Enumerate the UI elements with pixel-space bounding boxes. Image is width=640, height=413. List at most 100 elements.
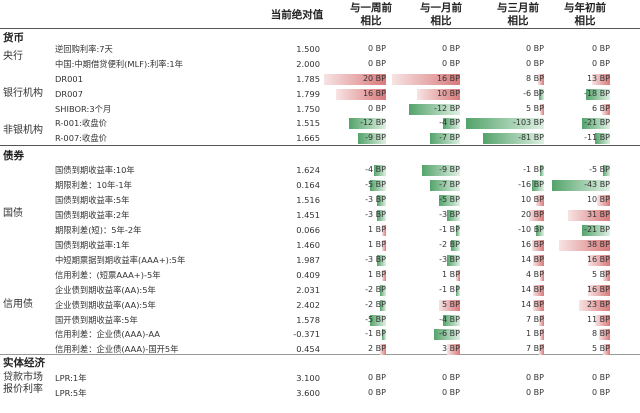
change-bar	[483, 133, 544, 144]
change-cell-month: 10 BP	[390, 88, 462, 101]
row-label: 国债到期收益率:5年	[55, 195, 130, 205]
change-cell-week: 20 BP	[322, 73, 388, 86]
change-value: 0 BP	[592, 44, 610, 53]
change-bar	[382, 270, 386, 281]
change-bar	[586, 89, 610, 100]
row-label: R-001:收盘价	[55, 118, 107, 128]
change-cell-week: -4 BP	[322, 164, 388, 177]
table-row: SHIBOR:3个月 1.750 0 BP -12 BP 5 BP 6 BP	[0, 102, 640, 117]
change-bar	[582, 225, 610, 236]
change-cell-quarter: -81 BP	[464, 132, 546, 145]
change-bar	[380, 285, 386, 296]
change-value: 7 BP	[526, 344, 544, 353]
change-value: 0 BP	[368, 388, 386, 397]
change-cell-month: -7 BP	[390, 132, 462, 145]
change-cell-week: -5 BP	[322, 179, 388, 192]
header-current: 当前绝对值	[270, 9, 324, 21]
change-cell-ytd: -5 BP	[550, 164, 612, 177]
change-value: 14 BP	[520, 300, 544, 309]
row-label: 信用利差：(短票AAA+)-5年	[55, 270, 161, 280]
change-bar	[595, 315, 610, 326]
change-value: 0 BP	[442, 59, 460, 68]
change-bar	[382, 329, 386, 340]
table-row: 中国:中期借贷便利(MLF):利率:1年 2.000 0 BP 0 BP 0 BP 0 B…	[0, 57, 640, 72]
change-value: -7 BP	[439, 133, 460, 142]
change-cell-quarter: 20 BP	[464, 209, 546, 222]
change-cell-month: 0 BP	[390, 43, 462, 56]
change-bar	[439, 300, 460, 311]
change-bar	[392, 74, 460, 85]
change-value: -4 BP	[439, 118, 460, 127]
change-bar	[540, 329, 544, 340]
row-current-value: 3.600	[296, 388, 320, 398]
change-value: 0 BP	[442, 373, 460, 382]
change-bar	[533, 300, 544, 311]
change-cell-month: -6 BP	[390, 328, 462, 341]
change-bar	[579, 300, 610, 311]
change-cell-ytd: 23 BP	[550, 299, 612, 312]
change-cell-quarter: 14 BP	[464, 254, 546, 267]
change-value: 0 BP	[592, 373, 610, 382]
change-bar	[597, 195, 610, 206]
change-bar	[456, 270, 460, 281]
change-bar	[380, 344, 386, 355]
row-current-value: 1.987	[296, 255, 320, 265]
change-value: 0 BP	[442, 388, 460, 397]
change-value: 20 BP	[520, 210, 544, 219]
change-cell-quarter: 14 BP	[464, 299, 546, 312]
table-row: 信用利差：(短票AAA+)-5年 0.409 1 BP 1 BP 4 BP 5 BP	[0, 268, 640, 283]
change-value: -12 BP	[434, 104, 460, 113]
change-value: -5 BP	[365, 315, 386, 324]
change-cell-month: 5 BP	[390, 299, 462, 312]
change-cell-ytd: -18 BP	[550, 88, 612, 101]
change-cell-month: -3 BP	[390, 209, 462, 222]
change-value: -16 BP	[518, 180, 544, 189]
change-value: 16 BP	[436, 74, 460, 83]
change-cell-week: 1 BP	[322, 239, 388, 252]
change-bar	[540, 165, 544, 176]
row-current-value: 0.409	[296, 270, 320, 280]
change-cell-month: -4 BP	[390, 314, 462, 327]
table-row: R-007:收盘价 1.665 -9 BP -7 BP -81 BP -11 BP	[0, 131, 640, 146]
change-cell-quarter: 8 BP	[464, 73, 546, 86]
change-value: 0 BP	[526, 44, 544, 53]
change-value: 20 BP	[362, 74, 386, 83]
row-label: 中短期票据到期收益率(AAA+):5年	[55, 255, 186, 265]
change-cell-week: -1 BP	[322, 328, 388, 341]
change-value: 10 BP	[520, 195, 544, 204]
change-bar	[456, 285, 460, 296]
change-cell-week: -3 BP	[322, 254, 388, 267]
row-current-value: 1.500	[296, 44, 320, 54]
change-cell-quarter: 0 BP	[464, 58, 546, 71]
row-current-value: 1.451	[296, 210, 320, 220]
row-current-value: 1.460	[296, 240, 320, 250]
change-cell-ytd: 6 BP	[550, 103, 612, 116]
section-bonds: 债券	[3, 150, 24, 162]
change-value: 5 BP	[526, 104, 544, 113]
row-label: R-007:收盘价	[55, 133, 107, 143]
change-cell-ytd: 10 BP	[550, 194, 612, 207]
group-interbank: 银行机构	[3, 88, 43, 99]
change-value: -18 BP	[584, 89, 610, 98]
row-current-value: -0.371	[293, 329, 320, 339]
change-cell-month: 3 BP	[390, 343, 462, 356]
change-value: 0 BP	[368, 104, 386, 113]
change-value: -21 BP	[584, 118, 610, 127]
table-row: 中短期票据到期收益率(AAA+):5年 1.987 -3 BP -3 BP 14 BP 1…	[0, 253, 640, 268]
change-value: -3 BP	[365, 255, 386, 264]
change-cell-ytd: 0 BP	[550, 372, 612, 385]
change-value: 16 BP	[520, 240, 544, 249]
change-value: 14 BP	[520, 285, 544, 294]
change-value: 0 BP	[526, 373, 544, 382]
change-cell-quarter: -6 BP	[464, 88, 546, 101]
change-cell-week: -3 BP	[322, 209, 388, 222]
change-cell-quarter: 7 BP	[464, 343, 546, 356]
change-value: -4 BP	[365, 165, 386, 174]
change-value: -81 BP	[518, 133, 544, 142]
group-loan-rate-line1: 贷款市场	[3, 372, 43, 383]
change-bar	[592, 74, 610, 85]
change-value: 5 BP	[442, 300, 460, 309]
change-value: -3 BP	[365, 210, 386, 219]
change-value: -1 BP	[439, 285, 460, 294]
group-loan-rate-line2: 报价利率	[3, 384, 43, 395]
